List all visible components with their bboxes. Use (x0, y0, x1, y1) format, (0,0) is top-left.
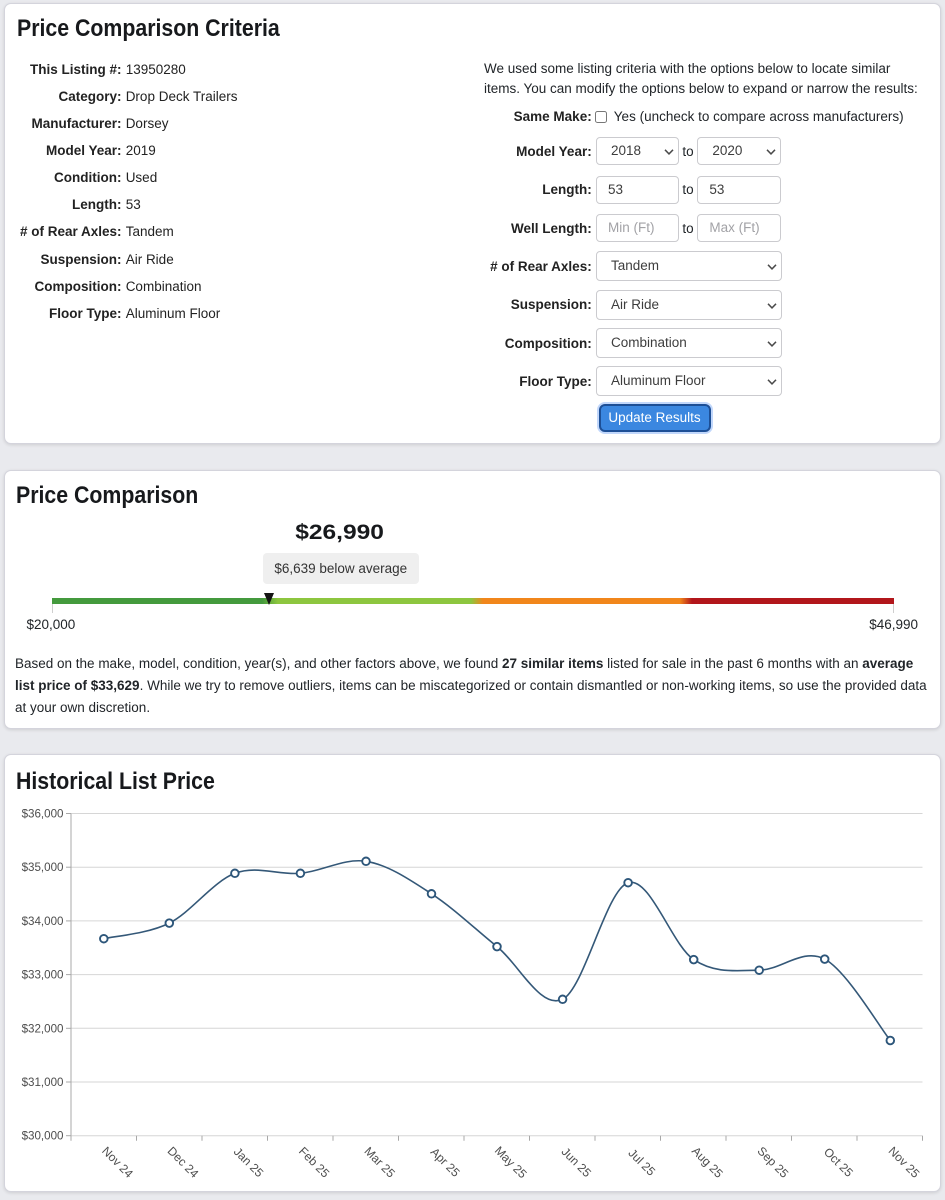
svg-text:$33,000: $33,000 (22, 969, 64, 982)
svg-text:Dec 24: Dec 24 (165, 1144, 202, 1181)
svg-text:May 25: May 25 (492, 1143, 530, 1181)
svg-text:$34,000: $34,000 (22, 915, 64, 928)
svg-text:Mar 25: Mar 25 (362, 1144, 399, 1181)
svg-text:$31,000: $31,000 (22, 1076, 64, 1089)
svg-text:Apr 25: Apr 25 (428, 1145, 463, 1180)
svg-text:Oct 25: Oct 25 (821, 1145, 856, 1180)
svg-text:$32,000: $32,000 (22, 1022, 64, 1035)
svg-text:Feb 25: Feb 25 (296, 1144, 333, 1181)
svg-text:Jun 25: Jun 25 (559, 1145, 595, 1181)
svg-text:Sep 25: Sep 25 (755, 1144, 792, 1181)
svg-text:Nov 24: Nov 24 (99, 1144, 136, 1181)
svg-text:$30,000: $30,000 (22, 1130, 64, 1143)
svg-text:Nov 25: Nov 25 (886, 1144, 923, 1181)
svg-text:Jul 25: Jul 25 (626, 1146, 659, 1179)
svg-text:Jan 25: Jan 25 (231, 1145, 267, 1181)
svg-text:Aug 25: Aug 25 (689, 1144, 726, 1181)
svg-text:$36,000: $36,000 (22, 808, 64, 821)
svg-text:$35,000: $35,000 (22, 861, 64, 874)
